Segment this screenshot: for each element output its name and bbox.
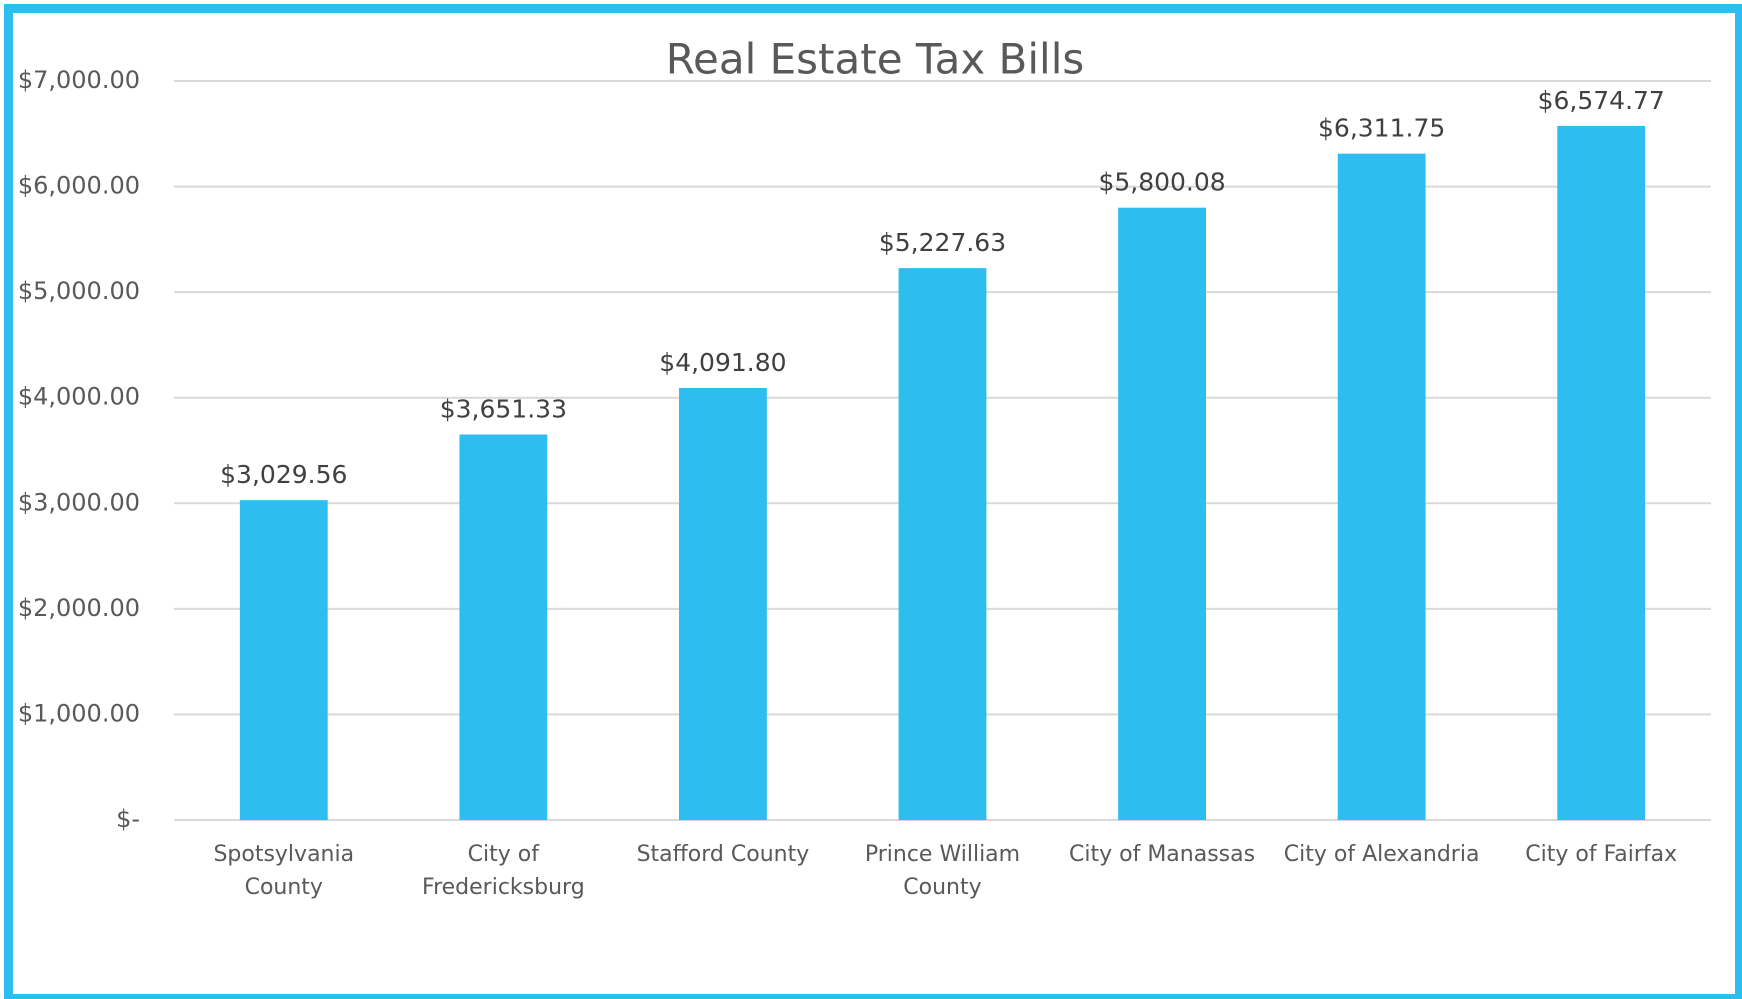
x-tick-label: Prince William County: [864, 842, 1021, 900]
y-tick-label: $1,000.00: [18, 699, 140, 727]
x-tick-label: City of Fairfax: [1525, 842, 1678, 867]
bar: [1118, 207, 1206, 821]
y-tick-label: $-: [116, 805, 140, 833]
x-tick-label: Spotsylvania County: [213, 842, 355, 900]
x-tick-label: City of Alexandria: [1283, 842, 1480, 867]
y-tick-label: $3,000.00: [18, 488, 140, 516]
bar: [679, 388, 767, 820]
y-tick-label: $6,000.00: [18, 172, 140, 200]
data-label: $6,574.77: [1538, 86, 1665, 115]
y-tick-label: $4,000.00: [18, 383, 140, 411]
x-tick-label: Stafford County: [636, 842, 810, 867]
bar: [1557, 125, 1646, 820]
data-label: $5,227.63: [879, 228, 1006, 257]
y-tick-label: $7,000.00: [18, 66, 140, 94]
chart-frame: [4, 4, 1742, 999]
y-tick-label: $2,000.00: [18, 594, 140, 622]
bar: [239, 500, 328, 820]
data-label: $3,651.33: [440, 395, 567, 424]
bar: [898, 268, 987, 820]
bar: [1337, 153, 1426, 820]
data-label: $6,311.75: [1318, 114, 1445, 143]
y-tick-label: $5,000.00: [18, 277, 140, 305]
data-label: $3,029.56: [220, 460, 347, 489]
bar: [459, 434, 548, 820]
data-label: $4,091.80: [659, 348, 786, 377]
x-tick-label: City of Fredericksburg: [422, 842, 585, 900]
chart-title: Real Estate Tax Bills: [666, 35, 1085, 84]
data-label: $5,800.08: [1098, 168, 1225, 197]
x-tick-label: City of Manassas: [1069, 842, 1256, 867]
